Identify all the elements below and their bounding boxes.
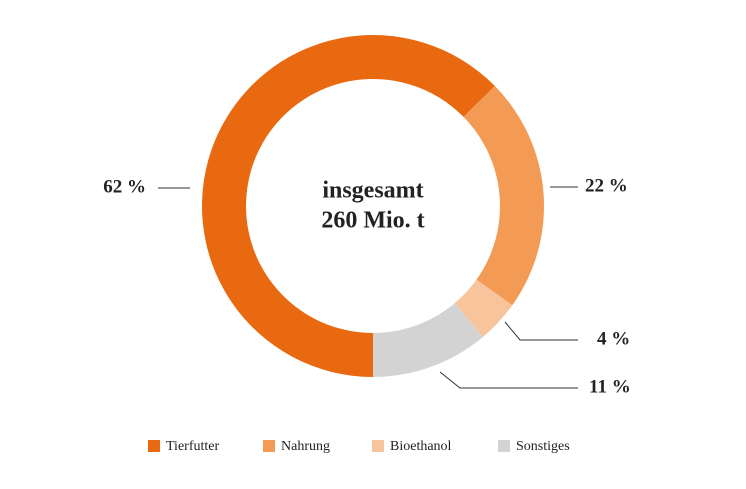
legend-label: Nahrung [281,439,330,454]
leader-line [504,321,578,341]
legend-swatch [148,440,160,452]
legend-label: Sonstiges [516,439,570,454]
leader-line [439,371,578,389]
legend-swatch [372,440,384,452]
legend-swatch [263,440,275,452]
data-label: 62 % [103,176,146,197]
donut-segment [454,279,513,337]
donut-segment [202,34,495,377]
data-label: 4 % [597,328,630,349]
data-label: 22 % [585,175,628,196]
legend-label: Tierfutter [166,439,219,454]
legend-swatch [498,440,510,452]
donut-segment [373,303,483,377]
data-label: 11 % [589,376,631,397]
center-text: insgesamt [322,178,423,204]
center-text: 260 Mio. t [321,208,424,234]
legend-label: Bioethanol [390,439,452,454]
donut-segment [463,86,544,306]
